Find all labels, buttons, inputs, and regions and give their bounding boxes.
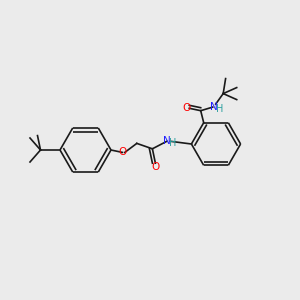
Text: H: H [216, 104, 223, 115]
Text: N: N [163, 136, 171, 146]
Text: O: O [118, 147, 127, 158]
Text: O: O [182, 103, 190, 113]
Text: H: H [169, 138, 176, 148]
Text: N: N [210, 102, 218, 112]
Text: O: O [151, 162, 160, 172]
